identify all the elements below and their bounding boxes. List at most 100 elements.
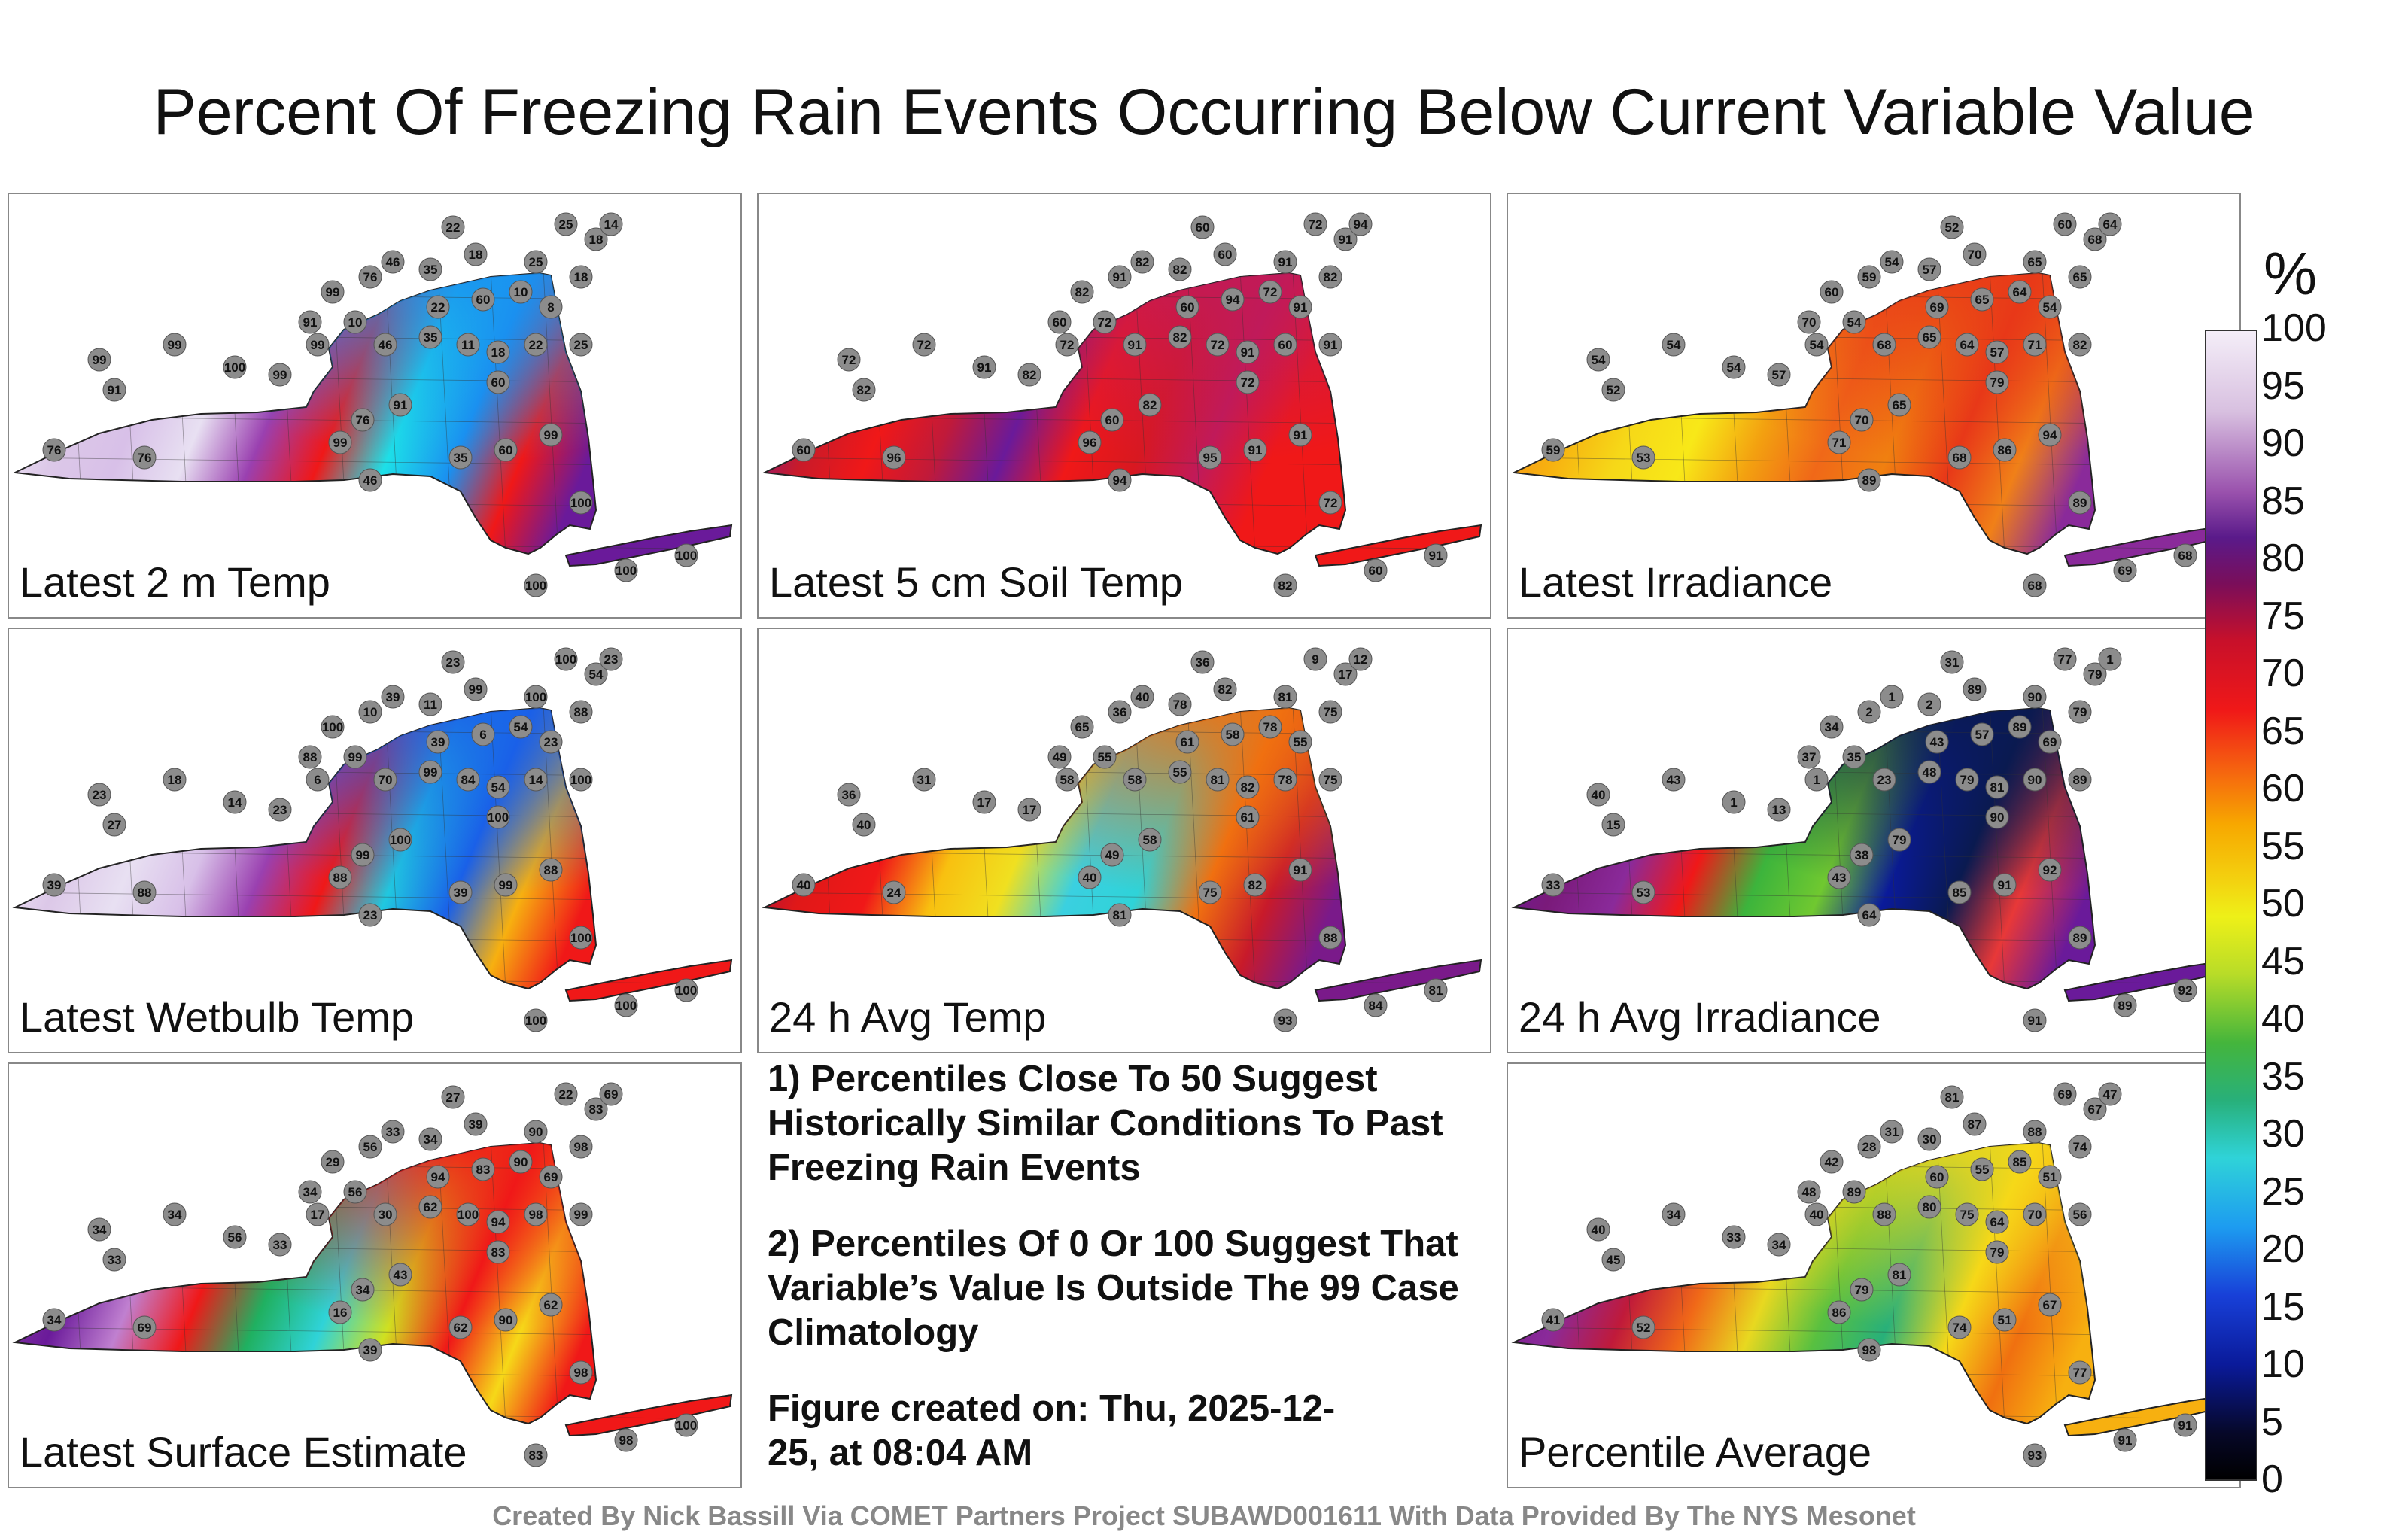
station-marker: 52: [1631, 1315, 1655, 1339]
station-value: 60: [1181, 300, 1195, 315]
station-dot: [163, 1202, 187, 1226]
station-value: 62: [454, 1321, 468, 1335]
station-value: 99: [348, 750, 363, 764]
station-value: 68: [1877, 338, 1892, 352]
station-dot: [1364, 993, 1388, 1017]
station-marker: 25: [554, 212, 578, 236]
station-dot: [1872, 768, 1896, 792]
county-line: [121, 1143, 138, 1426]
station-marker: 68: [2083, 227, 2107, 251]
station-dot: [1872, 1202, 1896, 1226]
station-value: 79: [1855, 1283, 1869, 1297]
station-value: 25: [529, 255, 543, 269]
station-dot: [418, 760, 442, 784]
station-marker: 90: [494, 1308, 518, 1332]
station-value: 54: [491, 780, 506, 795]
station-marker: 38: [1850, 843, 1874, 867]
station-value: 36: [1196, 655, 1210, 670]
station-marker: 91: [1236, 340, 1260, 364]
station-marker: 58: [1138, 828, 1162, 852]
station-marker: 90: [2023, 685, 2047, 709]
station-dot: [486, 775, 510, 799]
station-marker: 99: [464, 677, 488, 701]
station-marker: 99: [87, 348, 111, 372]
station-value: 99: [424, 765, 438, 780]
figure-title: Percent Of Freezing Rain Events Occurrin…: [153, 76, 2255, 148]
county-line: [68, 708, 85, 991]
station-marker: 76: [351, 408, 375, 432]
county-line: [1239, 708, 1256, 991]
station-value: 90: [529, 1125, 543, 1139]
station-value: 72: [1263, 285, 1278, 299]
station-value: 82: [1241, 780, 1255, 795]
station-value: 89: [1847, 1185, 1862, 1199]
county-line: [490, 1143, 506, 1426]
station-dot: [1917, 1195, 1941, 1219]
station-dot: [1348, 212, 1373, 236]
station-value: 16: [333, 1306, 348, 1320]
station-dot: [2173, 543, 2197, 567]
station-dot: [1842, 310, 1866, 334]
station-dot: [1850, 408, 1874, 432]
station-value: 98: [1862, 1343, 1877, 1357]
station-dot: [1093, 745, 1117, 769]
county-line: [68, 273, 85, 556]
station-dot: [1108, 903, 1132, 927]
county-line: [1239, 273, 1256, 556]
station-dot: [1198, 445, 1222, 470]
station-dot: [2173, 1413, 2197, 1437]
station-marker: 99: [351, 843, 375, 867]
station-marker: 23: [441, 650, 465, 674]
panel-label: Percentile Average: [1519, 1428, 1872, 1476]
station-dot: [328, 865, 352, 889]
station-dot: [1887, 1263, 1911, 1287]
station-value: 81: [1945, 1090, 1960, 1105]
station-value: 40: [857, 818, 871, 832]
station-value: 27: [108, 818, 122, 832]
station-dot: [486, 370, 510, 394]
station-dot: [2038, 423, 2062, 447]
station-value: 79: [1990, 375, 2005, 390]
station-marker: 48: [1917, 760, 1941, 784]
station-dot: [1168, 257, 1192, 281]
station-marker: 53: [1631, 445, 1655, 470]
station-dot: [471, 287, 495, 312]
station-marker: 95: [1198, 445, 1222, 470]
station-dot: [1820, 280, 1844, 304]
station-value: 89: [2073, 773, 2087, 787]
station-marker: 58: [1123, 768, 1147, 792]
station-value: 46: [379, 338, 393, 352]
station-dot: [1955, 1202, 1979, 1226]
station-dot: [388, 393, 412, 417]
station-value: 100: [676, 983, 697, 998]
station-marker: 18: [584, 227, 608, 251]
station-dot: [1175, 295, 1199, 319]
station-value: 45: [1607, 1253, 1621, 1267]
colorbar-tick-label: 40: [2261, 997, 2305, 1041]
station-value: 34: [47, 1313, 62, 1327]
station-marker: 88: [2023, 1120, 2047, 1144]
station-marker: 42: [1820, 1150, 1844, 1174]
station-value: 92: [2043, 863, 2057, 877]
station-value: 48: [1802, 1185, 1817, 1199]
map-panel: 54 54 52 59 53 54 57 54 52 60 68 64 54 59 57 70 65 64 65 69…: [1507, 193, 2241, 619]
station-marker: 60: [486, 370, 510, 394]
station-value: 67: [2043, 1298, 2057, 1312]
station-marker: 55: [1093, 745, 1117, 769]
station-dot: [2098, 647, 2122, 671]
station-value: 64: [1990, 1215, 2005, 1230]
station-value: 99: [326, 285, 340, 299]
station-value: 91: [108, 383, 122, 397]
station-value: 22: [431, 300, 445, 315]
station-marker: 82: [1168, 257, 1192, 281]
station-dot: [456, 768, 480, 792]
station-marker: 12: [1348, 647, 1373, 671]
station-dot: [2023, 768, 2047, 792]
station-marker: 35: [448, 445, 473, 470]
station-marker: 23: [539, 730, 563, 754]
station-value: 1: [1813, 773, 1820, 787]
notes-text: 1) Percentiles Close To 50 Suggest Histo…: [768, 1057, 1475, 1507]
station-marker: 79: [1985, 1240, 2009, 1264]
station-marker: 84: [456, 768, 480, 792]
station-marker: 22: [441, 215, 465, 239]
